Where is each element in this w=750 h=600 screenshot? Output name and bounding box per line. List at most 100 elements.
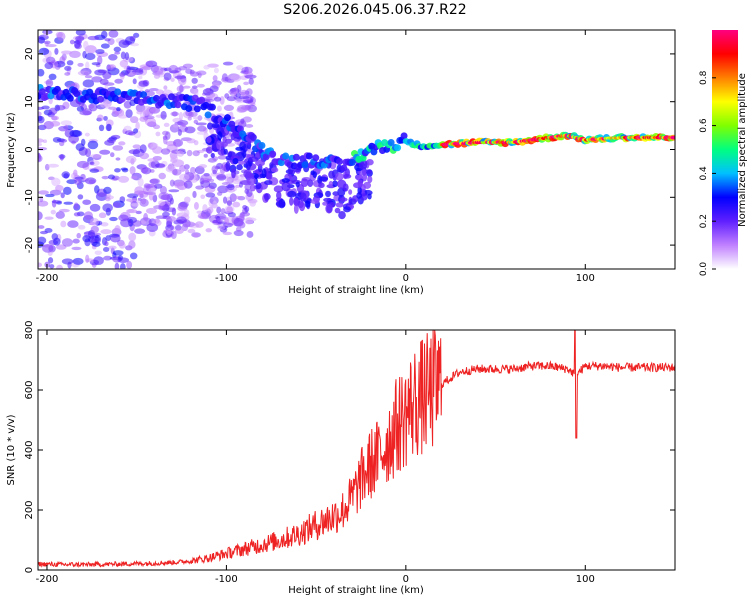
heatmap-noise-blob [325,203,333,214]
heatmap-noise-blob [117,114,128,119]
heatmap-noise-blob [130,116,139,124]
heatmap-noise-blob [118,214,129,222]
heatmap-noise-blob [298,201,306,212]
heatmap-noise-blob [53,237,61,246]
heatmap-noise-blob [144,117,156,127]
heatmap-noise-blob [217,185,229,194]
heatmap-noise-blob [176,85,185,93]
heatmap-noise-blob [74,40,81,49]
heatmap-ridge-blob [400,132,408,140]
heatmap-noise-blob [63,186,72,196]
heatmap-noise-blob [132,78,137,85]
heatmap-ridge-blob [140,91,148,99]
heatmap-noise-blob [114,225,121,234]
heatmap-noise-blob [169,197,174,205]
heatmap-noise-blob [89,218,100,226]
heatmap-noise-blob [183,209,190,217]
heatmap-noise-blob [231,168,236,179]
heatmap-noise-blob [73,202,79,210]
heatmap-noise-blob [348,189,353,195]
colorbar-bar [712,30,738,269]
heatmap-noise-blob [104,241,109,247]
heatmap-noise-blob [165,215,177,222]
heatmap-noise-blob [103,186,112,194]
heatmap-noise-blob [172,124,179,128]
heatmap-noise-blob [318,176,329,182]
heatmap-noise-blob [102,246,110,253]
heatmap-noise-blob [225,161,231,171]
heatmap-noise-blob [356,192,363,199]
heatmap-noise-blob [126,198,137,202]
heatmap-noise-blob [263,193,271,201]
heatmap-noise-blob [184,196,191,204]
heatmap-noise-blob [136,110,143,115]
heatmap-noise-blob [216,105,222,112]
heatmap-noise-blob [49,264,55,269]
heatmap-noise-blob [328,170,335,179]
heatmap-noise-blob [239,213,245,222]
heatmap-noise-blob [363,181,372,189]
heatmap-noise-blob [79,110,92,116]
heatmap-noise-blob [293,203,299,214]
heatmap-noise-blob [196,131,208,135]
heatmap-noise-blob [108,136,118,141]
heatmap-noise-blob [105,235,111,242]
heatmap-noise-blob [221,76,231,83]
x-tick-label: -100 [215,273,238,284]
heatmap-noise-blob [108,245,117,250]
heatmap-noise-blob [240,118,245,124]
heatmap-noise-blob [60,192,65,199]
heatmap-noise-blob [193,119,199,124]
heatmap-noise-blob [114,168,121,173]
heatmap-noise-blob [137,177,144,187]
heatmap-noise-blob [47,163,60,168]
heatmap-noise-blob [38,236,47,245]
heatmap-noise-blob [108,53,118,61]
heatmap-ridge-blob [394,144,402,152]
heatmap-noise-blob [134,228,146,234]
heatmap-noise-blob [310,170,315,176]
heatmap-noise-blob [235,146,244,151]
heatmap-noise-blob [74,178,82,186]
heatmap-noise-blob [128,232,137,242]
heatmap-ridge-blob [387,139,395,147]
heatmap-noise-blob [193,140,199,146]
heatmap-noise-blob [205,98,215,102]
heatmap-ridge-blob [232,130,240,138]
heatmap-noise-blob [181,122,187,128]
heatmap-noise-blob [133,128,139,134]
heatmap-noise-blob [273,185,284,193]
heatmap-noise-blob [203,153,208,158]
heatmap-noise-blob [147,158,159,162]
heatmap-noise-blob [110,152,115,158]
heatmap-noise-blob [217,131,223,141]
heatmap-noise-blob [242,148,247,159]
heatmap-noise-blob [149,178,159,184]
heatmap-noise-blob [55,104,66,111]
heatmap-noise-blob [186,149,193,157]
heatmap-noise-blob [242,205,248,210]
heatmap-noise-blob [194,221,204,228]
heatmap-noise-blob [64,65,72,71]
heatmap-noise-blob [45,43,57,48]
heatmap-noise-blob [226,206,234,214]
heatmap-noise-blob [110,234,121,243]
heatmap-noise-blob [145,60,158,68]
heatmap-noise-blob [202,204,208,213]
heatmap-noise-blob [237,160,246,165]
snr-ylabel: SNR (10 * v/v) [6,414,17,485]
heatmap-noise-blob [227,183,235,191]
heatmap-noise-blob [90,154,103,158]
heatmap-noise-blob [242,99,254,104]
heatmap-noise-blob [61,171,71,179]
heatmap-noise-blob [230,73,242,82]
heatmap-noise-blob [211,165,218,173]
heatmap-noise-blob [90,225,99,234]
colorbar-tick-label: 0.6 [699,118,709,133]
heatmap-ridge-blob [53,85,61,93]
heatmap-noise-blob [112,202,121,208]
heatmap-noise-blob [223,104,235,112]
heatmap-noise-blob [197,213,207,219]
heatmap-noise-blob [281,181,291,192]
heatmap-ridge-blob [47,92,55,100]
